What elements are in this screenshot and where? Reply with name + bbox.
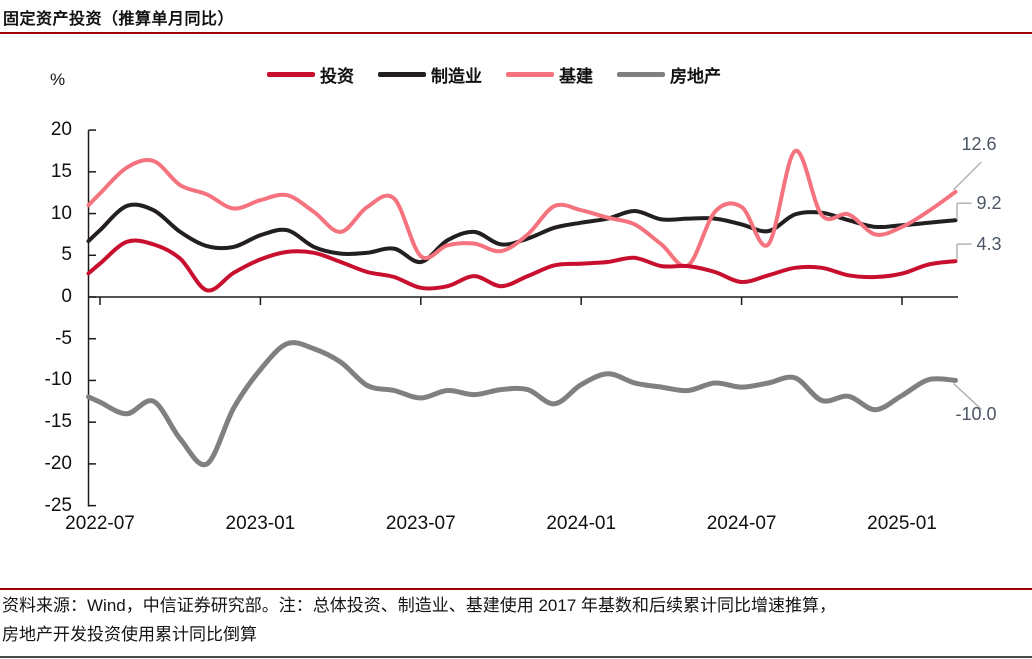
end-label-infrastructure: 12.6 — [961, 133, 997, 154]
y-axis-tick-label: -20 — [44, 452, 72, 474]
x-axis-tick-label: 2025-01 — [867, 513, 937, 534]
title-divider — [0, 32, 1032, 34]
legend-item-real_estate: 房地产 — [617, 62, 721, 87]
source-note-line1: 资料来源：Wind，中信证券研究部。注：总体投资、制造业、基建使用 2017 年… — [2, 596, 836, 615]
source-note-line2: 房地产开发投资使用累计同比倒算 — [2, 625, 257, 644]
x-axis-tick-label: 2023-01 — [225, 513, 296, 534]
end-label-investment: 4.3 — [976, 234, 1002, 255]
footer-divider — [0, 588, 1032, 590]
end-label-leader-infrastructure — [952, 161, 982, 191]
y-axis-tick-label: 10 — [50, 202, 72, 224]
end-label-real_estate: -10.0 — [955, 404, 997, 425]
series-line-infrastructure — [86, 149, 958, 269]
y-axis-tick-label: -10 — [44, 369, 72, 391]
chart-title: 固定资产投资（推算单月同比） — [3, 11, 235, 28]
legend-label-investment: 投资 — [320, 67, 354, 86]
legend-swatch-investment — [267, 72, 315, 77]
legend-item-manufacturing: 制造业 — [378, 62, 482, 87]
legend-swatch-infrastructure — [506, 72, 554, 77]
series-line-investment — [86, 238, 958, 293]
legend-item-infrastructure: 基建 — [506, 62, 593, 87]
x-axis-tick-label: 2023-07 — [385, 513, 456, 534]
y-axis-unit-label: % — [50, 70, 66, 89]
y-axis-tick-label: -25 — [44, 494, 72, 516]
y-axis-tick-label: 5 — [61, 244, 72, 266]
bottom-divider — [0, 656, 1032, 658]
series-line-manufacturing — [86, 202, 958, 265]
series-line-real_estate — [86, 340, 958, 468]
y-axis-tick-label: 20 — [50, 119, 72, 141]
y-axis-tick-label: -15 — [44, 411, 72, 433]
legend-label-infrastructure: 基建 — [559, 67, 593, 86]
legend-swatch-manufacturing — [378, 72, 426, 77]
legend-label-real_estate: 房地产 — [670, 67, 721, 86]
x-axis-tick-label: 2024-07 — [706, 513, 777, 534]
legend-item-investment: 投资 — [267, 62, 354, 87]
x-axis-tick-label: 2024-01 — [546, 513, 617, 534]
y-axis-tick-label: 0 — [61, 286, 72, 307]
y-axis-tick-label: 15 — [50, 160, 72, 182]
end-label-leader-real_estate — [952, 382, 982, 410]
legend-swatch-real_estate — [617, 72, 665, 77]
x-axis-tick-label: 2022-07 — [65, 513, 135, 534]
end-label-manufacturing: 9.2 — [976, 193, 1002, 214]
chart-plot-area — [86, 129, 982, 507]
chart-legend: 投资 制造业 基建 房地产 — [0, 62, 1010, 87]
y-axis-tick-label: -5 — [55, 327, 72, 349]
legend-label-manufacturing: 制造业 — [431, 67, 482, 86]
